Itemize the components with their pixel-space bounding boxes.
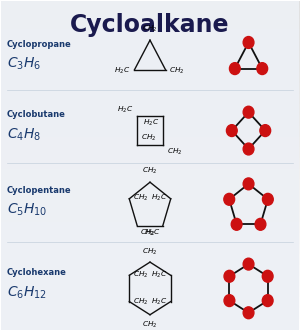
Circle shape bbox=[243, 37, 254, 48]
Circle shape bbox=[224, 270, 235, 282]
Text: $H_2C$: $H_2C$ bbox=[151, 269, 167, 280]
Text: $CH_2$: $CH_2$ bbox=[133, 269, 149, 280]
Text: $H_2C$: $H_2C$ bbox=[117, 104, 133, 115]
Text: Cycloalkane: Cycloalkane bbox=[70, 13, 230, 37]
Text: $CH_2$: $CH_2$ bbox=[142, 247, 158, 257]
Circle shape bbox=[230, 63, 240, 75]
Text: $CH_2$: $CH_2$ bbox=[141, 133, 156, 144]
Circle shape bbox=[243, 178, 254, 190]
Circle shape bbox=[243, 106, 254, 118]
Circle shape bbox=[224, 295, 235, 306]
Circle shape bbox=[257, 63, 268, 75]
Text: $CH_2$: $CH_2$ bbox=[169, 65, 185, 76]
Text: $C_{6}H_{12}$: $C_{6}H_{12}$ bbox=[7, 284, 47, 301]
Circle shape bbox=[243, 258, 254, 270]
Text: $CH_2$: $CH_2$ bbox=[142, 166, 158, 176]
Text: $CH_2$: $CH_2$ bbox=[167, 147, 182, 157]
Text: $C_{3}H_{6}$: $C_{3}H_{6}$ bbox=[7, 56, 41, 72]
Text: $CH_2$: $CH_2$ bbox=[140, 228, 156, 238]
Text: Cyclobutane: Cyclobutane bbox=[7, 110, 65, 119]
Text: Cyclopropane: Cyclopropane bbox=[7, 40, 71, 49]
Circle shape bbox=[243, 143, 254, 155]
Text: $C_{5}H_{10}$: $C_{5}H_{10}$ bbox=[7, 202, 47, 218]
Text: $CH_2$: $CH_2$ bbox=[133, 193, 148, 203]
Circle shape bbox=[224, 193, 235, 205]
Text: $H_2C$: $H_2C$ bbox=[144, 228, 160, 238]
Circle shape bbox=[262, 193, 273, 205]
Circle shape bbox=[262, 270, 273, 282]
Text: Cyclohexane: Cyclohexane bbox=[7, 268, 67, 277]
Text: $H_2C$: $H_2C$ bbox=[151, 193, 167, 203]
Text: $CH_2$: $CH_2$ bbox=[142, 320, 158, 330]
Circle shape bbox=[255, 218, 266, 230]
Circle shape bbox=[226, 125, 237, 137]
Text: $H_2C$: $H_2C$ bbox=[143, 118, 159, 128]
Text: $C_{4}H_{8}$: $C_{4}H_{8}$ bbox=[7, 126, 41, 143]
Circle shape bbox=[260, 125, 271, 137]
Text: $CH_2$: $CH_2$ bbox=[133, 297, 149, 307]
Text: $H_2C$: $H_2C$ bbox=[114, 65, 130, 76]
Circle shape bbox=[262, 295, 273, 306]
Text: $H_2C$: $H_2C$ bbox=[151, 297, 167, 307]
Circle shape bbox=[231, 218, 242, 230]
Text: $CH_2$: $CH_2$ bbox=[142, 24, 158, 34]
Circle shape bbox=[243, 307, 254, 319]
Text: Cyclopentane: Cyclopentane bbox=[7, 186, 71, 195]
